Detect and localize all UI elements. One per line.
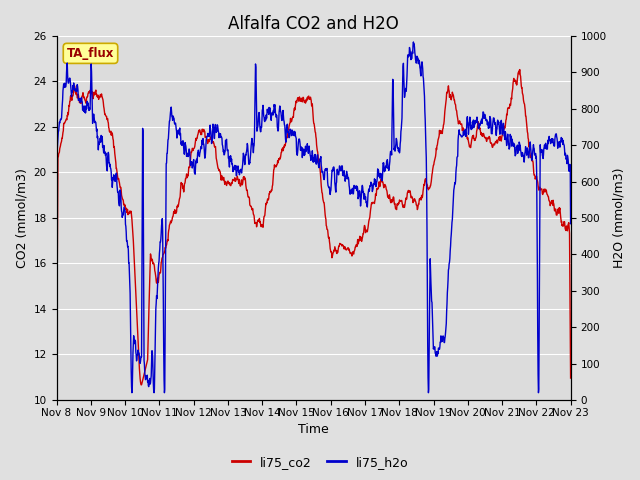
li75_h2o xyxy=(225,155,232,161)
li75_h2o xyxy=(461,131,468,137)
li75_co2 xyxy=(506,105,513,111)
Title: Alfalfa CO2 and H2O: Alfalfa CO2 and H2O xyxy=(228,15,399,33)
li75_h2o xyxy=(168,104,175,110)
li75_co2 xyxy=(460,128,468,134)
li75_co2 xyxy=(225,180,232,186)
li75_h2o xyxy=(52,281,60,287)
Y-axis label: H2O (mmol/m3): H2O (mmol/m3) xyxy=(612,168,625,268)
li75_h2o xyxy=(506,132,514,137)
li75_co2 xyxy=(567,375,575,381)
Line: li75_h2o: li75_h2o xyxy=(56,42,571,393)
li75_h2o xyxy=(567,221,575,227)
li75_h2o xyxy=(128,390,136,396)
li75_co2 xyxy=(516,67,524,72)
li75_co2 xyxy=(52,388,60,394)
Legend: li75_co2, li75_h2o: li75_co2, li75_h2o xyxy=(227,451,413,474)
Text: TA_flux: TA_flux xyxy=(67,47,114,60)
li75_co2 xyxy=(167,218,175,224)
X-axis label: Time: Time xyxy=(298,423,329,436)
li75_co2 xyxy=(154,279,162,285)
Y-axis label: CO2 (mmol/m3): CO2 (mmol/m3) xyxy=(15,168,28,268)
li75_co2 xyxy=(393,202,401,208)
li75_h2o xyxy=(394,144,401,150)
li75_h2o xyxy=(410,39,417,45)
Line: li75_co2: li75_co2 xyxy=(56,70,571,391)
li75_h2o xyxy=(155,261,163,266)
